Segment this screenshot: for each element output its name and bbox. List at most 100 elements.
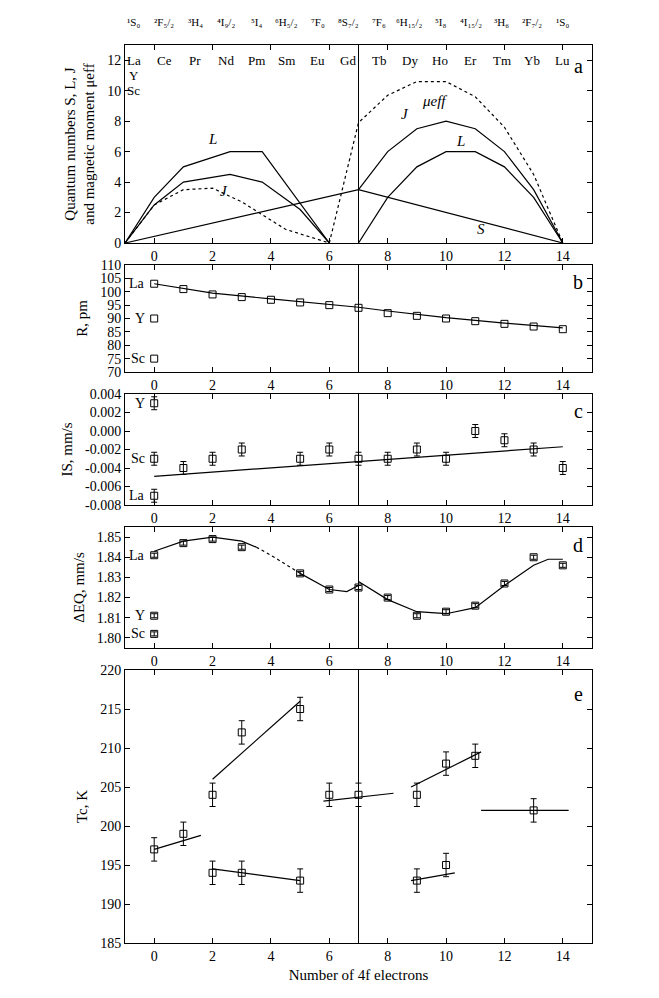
svg-text:0.004: 0.004 (90, 387, 122, 402)
svg-text:Pm: Pm (248, 53, 265, 68)
svg-text:100: 100 (100, 285, 121, 300)
svg-text:10: 10 (439, 654, 453, 669)
svg-text:8: 8 (384, 949, 391, 964)
svg-text:4: 4 (267, 249, 274, 264)
svg-text:8: 8 (384, 378, 391, 393)
svg-text:Pr: Pr (189, 53, 201, 68)
svg-text:6: 6 (326, 654, 333, 669)
svg-text:14: 14 (556, 949, 570, 964)
svg-text:200: 200 (100, 819, 121, 834)
svg-text:c: c (574, 400, 583, 422)
svg-text:Number of 4f electrons: Number of 4f electrons (289, 967, 429, 983)
svg-text:-0.008: -0.008 (85, 498, 121, 513)
svg-text:La: La (129, 548, 145, 563)
svg-text:14: 14 (556, 511, 570, 526)
svg-text:205: 205 (100, 780, 121, 795)
svg-text:8: 8 (384, 249, 391, 264)
svg-text:J: J (401, 106, 409, 122)
svg-text:a: a (574, 55, 583, 77)
svg-text:⁵I₈: ⁵I₈ (435, 16, 446, 28)
svg-text:4: 4 (114, 175, 121, 190)
svg-text:μeff: μeff (422, 93, 447, 109)
svg-text:R, pm: R, pm (74, 300, 90, 337)
svg-text:⁸S₇/₂: ⁸S₇/₂ (338, 16, 359, 28)
svg-text:4: 4 (267, 949, 274, 964)
svg-text:185: 185 (100, 936, 121, 951)
svg-text:4: 4 (267, 378, 274, 393)
svg-text:95: 95 (107, 298, 121, 313)
svg-text:³H₄: ³H₄ (188, 16, 203, 28)
svg-text:10: 10 (107, 84, 121, 99)
svg-text:6: 6 (326, 511, 333, 526)
svg-text:0.000: 0.000 (90, 424, 122, 439)
svg-text:La: La (129, 276, 145, 291)
svg-text:Y: Y (129, 68, 139, 83)
svg-text:10: 10 (439, 949, 453, 964)
svg-text:Y: Y (135, 608, 145, 623)
svg-text:Sc: Sc (131, 451, 145, 466)
svg-text:La: La (127, 53, 141, 68)
svg-text:75: 75 (107, 352, 121, 367)
svg-text:12: 12 (497, 654, 511, 669)
svg-text:Lu: Lu (555, 53, 570, 68)
svg-text:2: 2 (209, 378, 216, 393)
svg-text:6: 6 (114, 145, 121, 160)
svg-text:2: 2 (209, 511, 216, 526)
svg-text:0: 0 (151, 654, 158, 669)
svg-text:0: 0 (114, 236, 121, 251)
svg-text:-0.002: -0.002 (85, 442, 121, 457)
svg-text:220: 220 (100, 663, 121, 678)
svg-text:12: 12 (107, 53, 121, 68)
svg-text:Gd: Gd (340, 53, 356, 68)
svg-text:6: 6 (326, 949, 333, 964)
svg-text:Quantum numbers S, L, Jand mag: Quantum numbers S, L, Jand magnetic mome… (62, 63, 98, 224)
svg-text:La: La (129, 488, 145, 503)
svg-text:b: b (573, 271, 583, 293)
svg-text:14: 14 (556, 249, 570, 264)
svg-text:210: 210 (100, 741, 121, 756)
svg-text:⁶H₁₅/₂: ⁶H₁₅/₂ (396, 16, 423, 28)
svg-text:-0.006: -0.006 (85, 479, 121, 494)
svg-text:12: 12 (497, 949, 511, 964)
svg-text:10: 10 (439, 249, 453, 264)
svg-text:10: 10 (439, 511, 453, 526)
svg-text:105: 105 (100, 271, 121, 286)
svg-text:1.82: 1.82 (97, 590, 122, 605)
svg-text:70: 70 (107, 365, 121, 380)
svg-text:190: 190 (100, 897, 121, 912)
svg-text:⁵I₄: ⁵I₄ (251, 16, 262, 28)
svg-text:¹S₀: ¹S₀ (127, 16, 140, 28)
svg-text:Ce: Ce (157, 53, 172, 68)
svg-text:J: J (220, 183, 228, 199)
svg-text:1.84: 1.84 (97, 550, 122, 565)
svg-text:0: 0 (151, 949, 158, 964)
svg-text:110: 110 (101, 258, 121, 273)
svg-text:Y: Y (135, 311, 145, 326)
svg-text:2: 2 (114, 205, 121, 220)
svg-text:2: 2 (209, 654, 216, 669)
svg-text:⁶H₅/₂: ⁶H₅/₂ (275, 16, 298, 28)
svg-text:Er: Er (464, 53, 477, 68)
svg-text:Nd: Nd (218, 53, 234, 68)
svg-text:0: 0 (151, 511, 158, 526)
svg-text:Sm: Sm (278, 53, 295, 68)
svg-text:Tm: Tm (493, 53, 511, 68)
svg-text:8: 8 (384, 654, 391, 669)
svg-text:⁷F₆: ⁷F₆ (372, 16, 386, 28)
svg-text:12: 12 (497, 249, 511, 264)
svg-text:1.83: 1.83 (97, 570, 122, 585)
svg-text:12: 12 (497, 511, 511, 526)
svg-text:195: 195 (100, 858, 121, 873)
svg-text:⁷F₀: ⁷F₀ (311, 16, 325, 28)
svg-text:Sc: Sc (131, 626, 145, 641)
svg-text:6: 6 (326, 249, 333, 264)
svg-text:0: 0 (151, 378, 158, 393)
svg-text:Yb: Yb (524, 53, 540, 68)
svg-text:1.85: 1.85 (97, 530, 122, 545)
svg-text:ΔEQ, mm/s: ΔEQ, mm/s (71, 552, 87, 623)
svg-text:Sc: Sc (127, 83, 140, 98)
svg-text:8: 8 (114, 114, 121, 129)
svg-text:S: S (477, 221, 485, 237)
svg-text:IS, mm/s: IS, mm/s (59, 422, 75, 476)
svg-text:0: 0 (151, 249, 158, 264)
